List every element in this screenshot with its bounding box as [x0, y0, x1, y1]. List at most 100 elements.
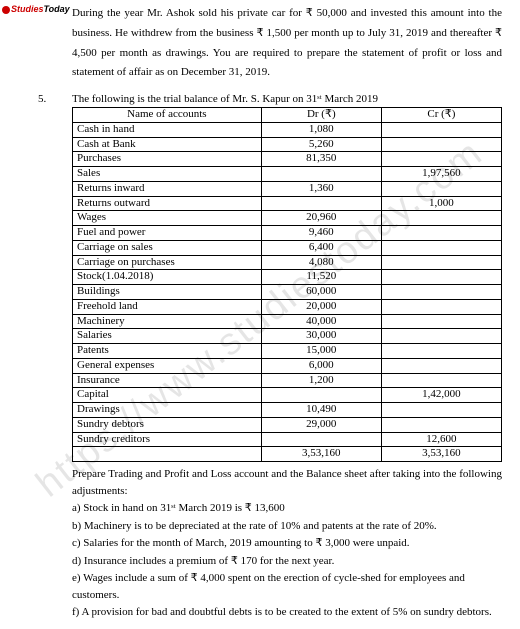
cell-name: Sundry creditors — [73, 432, 262, 447]
cell-dr: 9,460 — [261, 226, 381, 241]
cell-name: Cash at Bank — [73, 137, 262, 152]
cell-cr — [381, 403, 501, 418]
cell-cr — [381, 329, 501, 344]
table-row: Returns inward1,360 — [73, 181, 502, 196]
adjustment-item: a) Stock in hand on 31ˢᵗ March 2019 is ₹… — [72, 500, 502, 517]
cell-cr — [381, 314, 501, 329]
question-number: 5. — [38, 93, 46, 105]
table-row: Stock(1.04.2018)11,520 — [73, 270, 502, 285]
intro-paragraph: During the year Mr. Ashok sold his priva… — [72, 4, 502, 83]
table-row: Drawings10,490 — [73, 403, 502, 418]
cell-cr — [381, 255, 501, 270]
table-row: Freehold land20,000 — [73, 299, 502, 314]
cell-dr: 4,080 — [261, 255, 381, 270]
cell-name: General expenses — [73, 358, 262, 373]
cell-cr — [381, 344, 501, 359]
cell-dr: 60,000 — [261, 285, 381, 300]
cell-dr: 1,360 — [261, 181, 381, 196]
cell-cr — [381, 373, 501, 388]
cell-dr: 20,960 — [261, 211, 381, 226]
cell-cr: 1,42,000 — [381, 388, 501, 403]
cell-name: Patents — [73, 344, 262, 359]
table-row: Insurance1,200 — [73, 373, 502, 388]
cell-cr — [381, 181, 501, 196]
page-content: During the year Mr. Ashok sold his priva… — [0, 0, 520, 629]
cell-name: Carriage on purchases — [73, 255, 262, 270]
table-row: Sundry debtors29,000 — [73, 417, 502, 432]
cell-dr — [261, 432, 381, 447]
table-row: Wages20,960 — [73, 211, 502, 226]
table-row: Fuel and power9,460 — [73, 226, 502, 241]
total-dr: 3,53,160 — [261, 447, 381, 462]
cell-cr: 1,000 — [381, 196, 501, 211]
header-dr: Dr (₹) — [261, 108, 381, 123]
cell-cr — [381, 299, 501, 314]
trial-balance-table: Name of accounts Dr (₹) Cr (₹) Cash in h… — [72, 107, 502, 462]
cell-dr: 5,260 — [261, 137, 381, 152]
cell-dr — [261, 167, 381, 182]
table-row: Buildings60,000 — [73, 285, 502, 300]
adjustment-item: f) A provision for bad and doubtful debt… — [72, 604, 502, 621]
logo-text-2: Today — [44, 4, 70, 14]
header-name: Name of accounts — [73, 108, 262, 123]
cell-dr: 6,000 — [261, 358, 381, 373]
table-row: Machinery40,000 — [73, 314, 502, 329]
adjustment-item: d) Insurance includes a premium of ₹ 170… — [72, 553, 502, 570]
question-body: The following is the trial balance of Mr… — [72, 93, 502, 621]
cell-name: Cash in hand — [73, 122, 262, 137]
cell-name: Returns outward — [73, 196, 262, 211]
logo-icon — [2, 6, 10, 14]
cell-dr: 30,000 — [261, 329, 381, 344]
total-cr: 3,53,160 — [381, 447, 501, 462]
table-row: Sundry creditors 12,600 — [73, 432, 502, 447]
cell-name: Buildings — [73, 285, 262, 300]
logo-text-1: Studies — [11, 4, 44, 14]
table-row: Carriage on purchases4,080 — [73, 255, 502, 270]
logo: StudiesToday — [2, 4, 70, 14]
cell-cr: 12,600 — [381, 432, 501, 447]
cell-cr — [381, 152, 501, 167]
cell-cr — [381, 285, 501, 300]
table-row: Cash at Bank5,260 — [73, 137, 502, 152]
header-cr: Cr (₹) — [381, 108, 501, 123]
cell-cr — [381, 211, 501, 226]
below-paragraph: Prepare Trading and Profit and Loss acco… — [72, 466, 502, 499]
table-row: Patents15,000 — [73, 344, 502, 359]
table-row: Purchases81,350 — [73, 152, 502, 167]
cell-name: Purchases — [73, 152, 262, 167]
question-intro: The following is the trial balance of Mr… — [72, 93, 502, 105]
cell-dr: 10,490 — [261, 403, 381, 418]
table-row: Returns outward 1,000 — [73, 196, 502, 211]
cell-dr: 40,000 — [261, 314, 381, 329]
question-5: 5. The following is the trial balance of… — [72, 93, 502, 621]
cell-dr: 1,200 — [261, 373, 381, 388]
cell-name: Wages — [73, 211, 262, 226]
table-row: General expenses6,000 — [73, 358, 502, 373]
table-row: Capital 1,42,000 — [73, 388, 502, 403]
table-row: Sales 1,97,560 — [73, 167, 502, 182]
adjustment-item: b) Machinery is to be depreciated at the… — [72, 518, 502, 535]
cell-dr: 6,400 — [261, 240, 381, 255]
cell-cr — [381, 122, 501, 137]
cell-name: Fuel and power — [73, 226, 262, 241]
cell-dr — [261, 196, 381, 211]
cell-name: Sundry debtors — [73, 417, 262, 432]
cell-cr — [381, 358, 501, 373]
table-row: Cash in hand1,080 — [73, 122, 502, 137]
cell-name: Sales — [73, 167, 262, 182]
cell-name: Freehold land — [73, 299, 262, 314]
cell-cr — [381, 417, 501, 432]
cell-cr — [381, 240, 501, 255]
table-row: Salaries30,000 — [73, 329, 502, 344]
cell-dr: 15,000 — [261, 344, 381, 359]
cell-cr — [381, 270, 501, 285]
cell-cr: 1,97,560 — [381, 167, 501, 182]
cell-name: Capital — [73, 388, 262, 403]
cell-cr — [381, 137, 501, 152]
cell-cr — [381, 226, 501, 241]
total-name — [73, 447, 262, 462]
table-header-row: Name of accounts Dr (₹) Cr (₹) — [73, 108, 502, 123]
cell-name: Salaries — [73, 329, 262, 344]
cell-name: Insurance — [73, 373, 262, 388]
table-row: Carriage on sales6,400 — [73, 240, 502, 255]
